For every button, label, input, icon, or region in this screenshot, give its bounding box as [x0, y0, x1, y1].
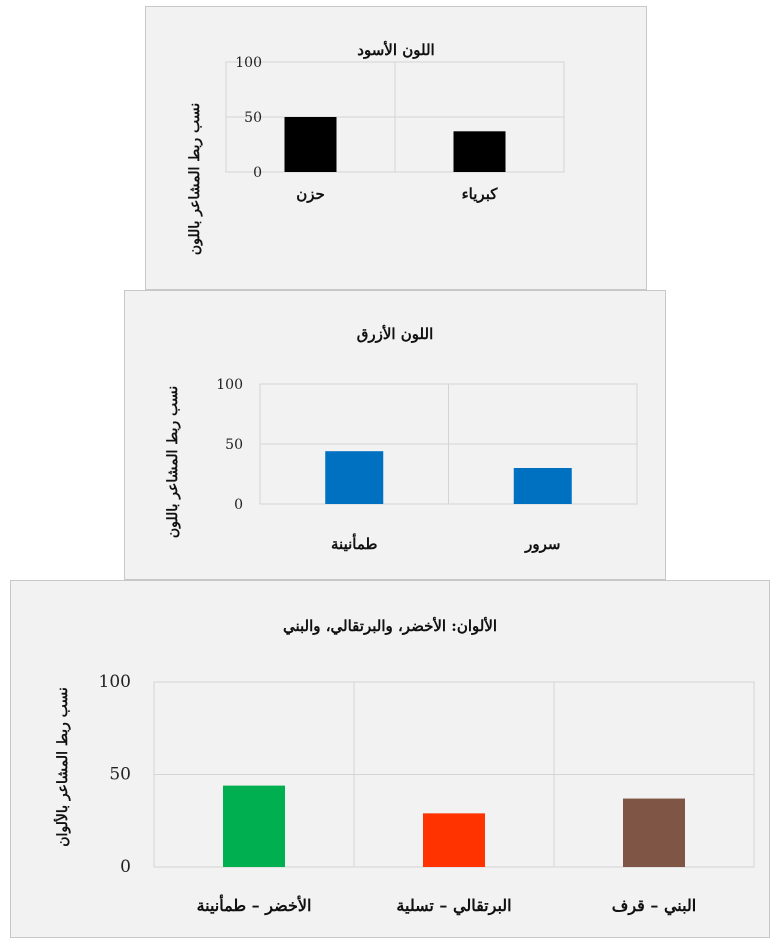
y-tick-label: 100: [216, 377, 243, 393]
bar: [623, 798, 685, 867]
bar-plot: 0 50 100 الأخضر – طمأنينة البرتقالي – تسلية ا…: [99, 672, 755, 916]
x-tick-label: البرتقالي – تسلية: [396, 896, 511, 916]
bar: [513, 468, 572, 504]
chart-panel-multicolor: الألوان: الأخضر، والبرتقالي، والبني نسب …: [10, 580, 770, 938]
chart-panel-black: اللون الأسود نسب ربط المشاعر باللون 0 50 1…: [145, 6, 647, 290]
x-tick-label: البني – قرف: [612, 896, 697, 916]
chart-title: اللون الأزرق: [356, 325, 434, 343]
chart-panel-blue: اللون الأزرق نسب ربط المشاعر باللون 0 50 1…: [124, 290, 666, 580]
bar-plot: 0 50 100 طمأنينة سرور: [216, 377, 638, 553]
y-tick-label: 100: [99, 672, 131, 692]
bar: [325, 451, 384, 504]
bar: [423, 813, 485, 867]
x-tick-label: كبرياء: [462, 185, 499, 203]
bar: [284, 117, 337, 172]
x-tick-label: سرور: [524, 535, 560, 553]
y-tick-label: 50: [244, 110, 262, 126]
y-tick-label: 0: [253, 165, 262, 181]
x-tick-label: حزن: [296, 185, 325, 203]
chart-title: الألوان: الأخضر، والبرتقالي، والبني: [282, 617, 498, 635]
y-tick-label: 100: [235, 55, 262, 71]
y-tick-label: 50: [225, 437, 243, 453]
y-tick-label: 0: [234, 497, 243, 513]
bar: [223, 785, 285, 867]
y-tick-label: 0: [120, 857, 131, 877]
x-tick-label: الأخضر – طمأنينة: [197, 893, 312, 916]
x-tick-label: طمأنينة: [331, 533, 378, 553]
bar-plot: 0 50 100 حزن كبرياء: [225, 55, 565, 203]
chart-title: اللون الأسود: [357, 41, 435, 59]
bar: [453, 131, 506, 172]
y-tick-label: 50: [109, 765, 131, 785]
